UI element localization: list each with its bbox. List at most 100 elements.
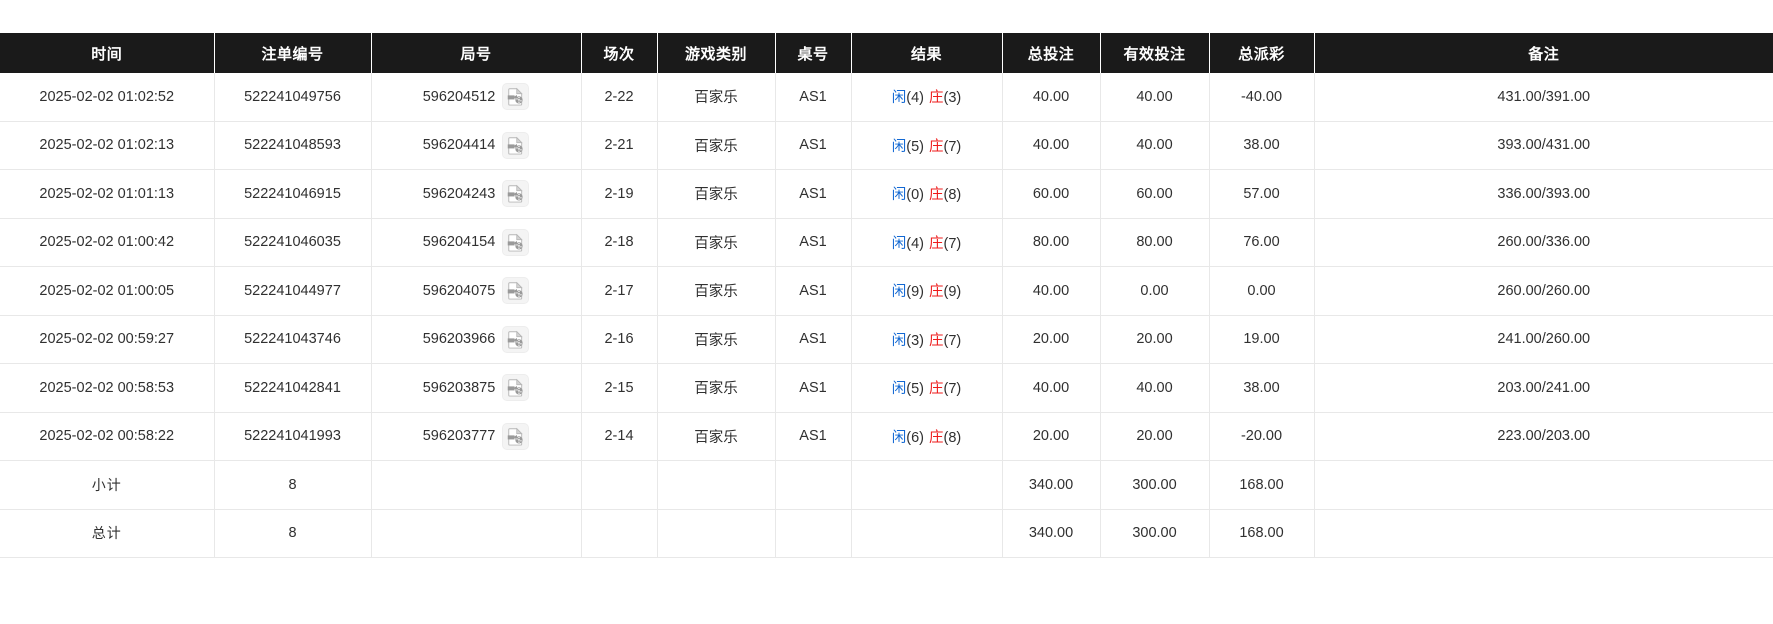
- summary-payout: 168.00: [1209, 509, 1315, 558]
- column-header-time[interactable]: 时间: [0, 33, 215, 73]
- column-header-stake[interactable]: 总投注: [1002, 33, 1101, 73]
- cell-note: 203.00/241.00: [1314, 363, 1773, 413]
- result-player-label: 闲: [891, 90, 907, 107]
- result-player-label: 闲: [891, 429, 907, 446]
- column-header-bet_id[interactable]: 注单编号: [214, 33, 372, 73]
- table-row[interactable]: 2025-02-02 01:00:42 522241046035 596204154…: [0, 218, 1773, 267]
- cell-round: 596204075: [371, 266, 582, 316]
- table-row[interactable]: 2025-02-02 00:58:22 522241041993 596203777…: [0, 412, 1773, 461]
- cell-session: 2-21: [581, 121, 658, 170]
- result-player-value: (0): [906, 187, 924, 204]
- cell-time: 2025-02-02 01:01:13: [0, 169, 215, 219]
- cell-table: AS1: [775, 169, 852, 219]
- summary-result: [851, 509, 1003, 558]
- cell-game: 百家乐: [657, 412, 776, 461]
- result-banker-value: (7): [943, 235, 962, 252]
- result-banker-value: (3): [943, 90, 962, 107]
- result-banker-label: 庄: [929, 138, 944, 155]
- round-number: 596203875: [422, 379, 496, 396]
- column-header-note[interactable]: 备注: [1314, 33, 1773, 73]
- video-replay-icon[interactable]: [502, 228, 530, 256]
- cell-table: AS1: [775, 412, 852, 461]
- cell-table: AS1: [775, 73, 852, 122]
- cell-bet-id: 522241049756: [214, 73, 372, 122]
- result-player-label: 闲: [891, 138, 907, 155]
- result-player-value: (9): [906, 284, 924, 301]
- betting-records-table: 时间 注单编号 局号 场次 游戏类别 桌号 结果 总投注 有效投注 总派彩 备注 2025-02-0…: [0, 33, 1773, 558]
- summary-valid: 300.00: [1100, 509, 1210, 558]
- column-header-table[interactable]: 桌号: [775, 33, 852, 73]
- records-table-wrapper: 时间 注单编号 局号 场次 游戏类别 桌号 结果 总投注 有效投注 总派彩 备注 2025-02-0…: [0, 33, 1773, 558]
- cell-session: 2-18: [581, 218, 658, 267]
- cell-result: 闲(5) 庄(7): [851, 363, 1003, 413]
- column-header-game[interactable]: 游戏类别: [657, 33, 776, 73]
- cell-session: 2-15: [581, 363, 658, 413]
- round-number: 596204075: [422, 282, 496, 299]
- cell-session: 2-22: [581, 73, 658, 122]
- column-header-valid[interactable]: 有效投注: [1100, 33, 1210, 73]
- table-row[interactable]: 2025-02-02 01:00:05 522241044977 596204075…: [0, 266, 1773, 316]
- summary-count: 8: [214, 509, 372, 558]
- cell-round: 596204414: [371, 121, 582, 170]
- cell-time: 2025-02-02 00:59:27: [0, 315, 215, 364]
- table-row[interactable]: 2025-02-02 01:01:13 522241046915 596204243…: [0, 169, 1773, 219]
- cell-result: 闲(5) 庄(7): [851, 121, 1003, 170]
- column-header-result[interactable]: 结果: [851, 33, 1003, 73]
- cell-valid: 60.00: [1100, 169, 1210, 219]
- video-replay-icon[interactable]: [502, 180, 530, 208]
- cell-round: 596203777: [371, 412, 582, 461]
- round-number: 596204512: [422, 88, 496, 105]
- table-summary: 小计 8 340.00 300.00 168.00 总计 8 340.00 300.00 168.…: [0, 460, 1773, 558]
- column-header-session[interactable]: 场次: [581, 33, 658, 73]
- result-player-label: 闲: [891, 187, 907, 204]
- cell-time: 2025-02-02 01:02:13: [0, 121, 215, 170]
- cell-note: 241.00/260.00: [1314, 315, 1773, 364]
- result-banker-value: (8): [943, 429, 962, 446]
- result-banker-value: (9): [943, 284, 962, 301]
- summary-note: [1314, 460, 1773, 510]
- cell-stake: 60.00: [1002, 169, 1101, 219]
- video-replay-icon[interactable]: [502, 277, 530, 305]
- result-player-value: (4): [906, 90, 924, 107]
- table-row[interactable]: 2025-02-02 01:02:52 522241049756 596204512…: [0, 73, 1773, 122]
- summary-row: 小计 8 340.00 300.00 168.00: [0, 460, 1773, 510]
- summary-result: [851, 460, 1003, 510]
- column-header-payout[interactable]: 总派彩: [1209, 33, 1315, 73]
- video-replay-icon[interactable]: [502, 374, 530, 402]
- cell-game: 百家乐: [657, 363, 776, 413]
- summary-session: [581, 460, 658, 510]
- table-row[interactable]: 2025-02-02 00:59:27 522241043746 596203966…: [0, 315, 1773, 364]
- video-replay-icon[interactable]: [502, 325, 530, 353]
- cell-session: 2-17: [581, 266, 658, 316]
- table-row[interactable]: 2025-02-02 01:02:13 522241048593 596204414…: [0, 121, 1773, 170]
- cell-valid: 40.00: [1100, 121, 1210, 170]
- cell-payout: -20.00: [1209, 412, 1315, 461]
- cell-game: 百家乐: [657, 315, 776, 364]
- cell-round: 596204512: [371, 73, 582, 122]
- summary-count: 8: [214, 460, 372, 510]
- cell-bet-id: 522241044977: [214, 266, 372, 316]
- video-replay-icon[interactable]: [502, 131, 530, 159]
- cell-result: 闲(6) 庄(8): [851, 412, 1003, 461]
- cell-bet-id: 522241042841: [214, 363, 372, 413]
- table-row[interactable]: 2025-02-02 00:58:53 522241042841 596203875…: [0, 363, 1773, 413]
- cell-payout: -40.00: [1209, 73, 1315, 122]
- cell-table: AS1: [775, 363, 852, 413]
- result-player-value: (5): [906, 381, 924, 398]
- video-replay-icon[interactable]: [502, 422, 530, 450]
- video-replay-icon[interactable]: [502, 83, 530, 111]
- cell-payout: 38.00: [1209, 363, 1315, 413]
- cell-stake: 20.00: [1002, 315, 1101, 364]
- cell-note: 393.00/431.00: [1314, 121, 1773, 170]
- summary-payout: 168.00: [1209, 460, 1315, 510]
- cell-note: 223.00/203.00: [1314, 412, 1773, 461]
- cell-stake: 20.00: [1002, 412, 1101, 461]
- column-header-round[interactable]: 局号: [371, 33, 582, 73]
- cell-result: 闲(3) 庄(7): [851, 315, 1003, 364]
- cell-round: 596204243: [371, 169, 582, 219]
- cell-valid: 40.00: [1100, 73, 1210, 122]
- cell-valid: 0.00: [1100, 266, 1210, 316]
- cell-valid: 40.00: [1100, 363, 1210, 413]
- round-number: 596204243: [422, 185, 496, 202]
